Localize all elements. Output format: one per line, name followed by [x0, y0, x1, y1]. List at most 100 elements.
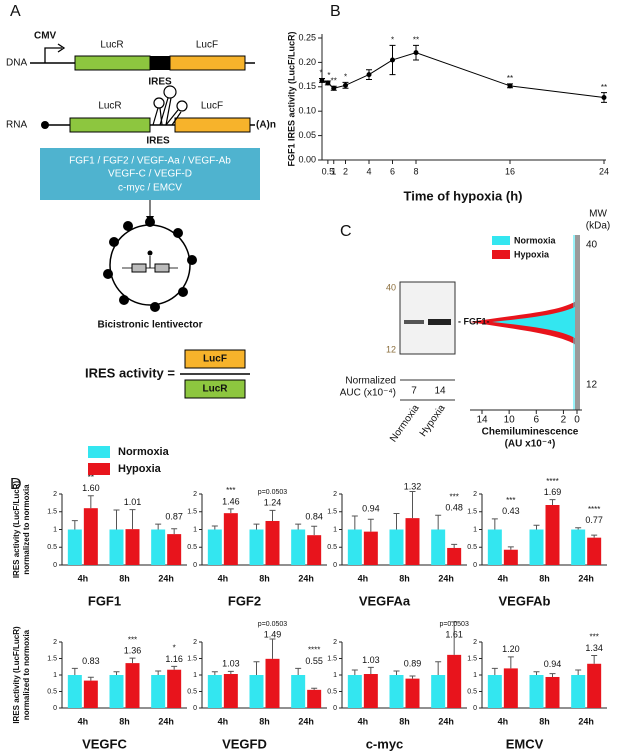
x-tick-label: 24h — [158, 573, 174, 583]
panel-c — [399, 235, 582, 411]
promoter-arrow — [44, 47, 62, 63]
significance: ** — [601, 83, 607, 92]
bar — [167, 534, 182, 565]
significance: * — [391, 35, 394, 44]
x-axis-label: Chemiluminescence — [482, 427, 579, 438]
note: p=0.0503 — [439, 621, 468, 628]
y-axis-label: IRES activity (LucF/LucR) — [12, 480, 21, 578]
x-tick-label: 6 — [534, 415, 540, 426]
y-tick-label: 2 — [473, 491, 477, 498]
error-bar — [155, 670, 162, 675]
error-bar — [155, 523, 162, 530]
error-bar — [71, 667, 78, 675]
x-tick-label: 14 — [476, 415, 488, 426]
band — [428, 319, 451, 325]
x-tick-label: 8h — [539, 573, 550, 583]
error-bar — [367, 666, 374, 675]
y-axis-label: normalized to normoxia — [22, 484, 31, 575]
y-tick-label: 1.5 — [47, 655, 57, 662]
bar — [587, 537, 602, 565]
y-tick-label: 2 — [193, 639, 197, 646]
diagram-a: CMV DNA LucR LucF IRES RNA LucR LucF IRE… — [6, 31, 276, 399]
error-bar — [451, 621, 458, 655]
significance: *** — [589, 633, 598, 642]
error-bar — [87, 676, 94, 681]
bar — [291, 529, 306, 565]
value-label: 1.20 — [502, 644, 520, 654]
panel-label: B — [330, 3, 341, 20]
construct-list: FGF1 / FGF2 / VEGF-Aa / VEGF-Ab — [69, 156, 231, 167]
note: p=0.0503 — [258, 489, 287, 496]
lucf-box — [169, 55, 246, 71]
x-tick-label: 1 — [331, 166, 336, 176]
bar — [83, 508, 98, 565]
label: CMV — [34, 31, 57, 42]
legend-swatch — [88, 446, 110, 458]
bar — [389, 675, 404, 708]
bar — [587, 663, 602, 708]
y-axis-label: IRES activity (LucF/LucR) — [12, 626, 21, 724]
y-tick-label: 0 — [333, 562, 337, 569]
bar — [207, 529, 222, 565]
y-tick-label: 0.5 — [327, 688, 337, 695]
bar — [223, 513, 238, 565]
bar — [151, 675, 166, 708]
y-axis-label: normalized to normoxia — [22, 629, 31, 720]
value-label: 1.03 — [222, 659, 240, 669]
y-tick-label: 0.05 — [298, 130, 316, 140]
bar — [83, 680, 98, 708]
construct-list: VEGF-C / VEGF-D — [108, 169, 192, 180]
y-tick-label: 0.5 — [467, 544, 477, 551]
point — [366, 72, 372, 78]
y-tick-label: 1.5 — [47, 509, 57, 516]
x-tick-label: 24h — [438, 716, 454, 726]
stem-loops — [152, 85, 188, 126]
error-bar — [295, 523, 302, 530]
error-bar — [367, 518, 374, 532]
chart-title: VEGFAb — [498, 593, 550, 608]
y-tick-label: 0.5 — [47, 544, 57, 551]
significance: ** — [331, 76, 337, 85]
x-tick-label: 8h — [259, 716, 270, 726]
error-bar — [549, 673, 556, 677]
bar — [67, 529, 82, 565]
value-label: 1.34 — [585, 643, 603, 653]
y-tick-label: 1.5 — [467, 655, 477, 662]
insert-box — [131, 263, 147, 273]
mw-label: 40 — [586, 240, 598, 251]
mw-label: 12 — [386, 344, 396, 354]
bar — [151, 529, 166, 565]
construct-list: c-myc / EMCV — [118, 183, 182, 194]
error-bar — [435, 514, 442, 530]
construct-box — [40, 148, 260, 200]
label: IRES — [148, 77, 172, 88]
bar — [249, 675, 264, 708]
x-tick-label: 2 — [561, 415, 567, 426]
legend-swatch — [88, 463, 110, 475]
label: LucR — [98, 101, 121, 112]
y-tick-label: 0 — [333, 705, 337, 712]
y-tick-label: 2 — [473, 639, 477, 646]
auc-value: 14 — [434, 386, 446, 397]
bar — [431, 529, 446, 565]
error-bar — [211, 525, 218, 530]
point — [343, 82, 348, 88]
error-bar — [113, 509, 120, 530]
bar — [405, 518, 420, 565]
x-tick-label: 6 — [390, 166, 395, 176]
chart-title: FGF1 — [88, 593, 121, 608]
error-bar — [113, 671, 120, 675]
label: (A)n — [256, 120, 276, 131]
bar — [363, 674, 378, 708]
bar — [571, 529, 586, 565]
value-label: 0.43 — [502, 506, 520, 516]
lucr-box — [69, 117, 151, 133]
y-tick-label: 0.5 — [467, 688, 477, 695]
value-label: 1.01 — [124, 497, 142, 507]
error-bar — [575, 527, 582, 530]
cap — [41, 121, 49, 129]
y-tick-label: 2 — [333, 639, 337, 646]
y-tick-label: 0 — [473, 705, 477, 712]
value-label: 1.36 — [124, 646, 142, 656]
error-bar — [393, 513, 400, 530]
